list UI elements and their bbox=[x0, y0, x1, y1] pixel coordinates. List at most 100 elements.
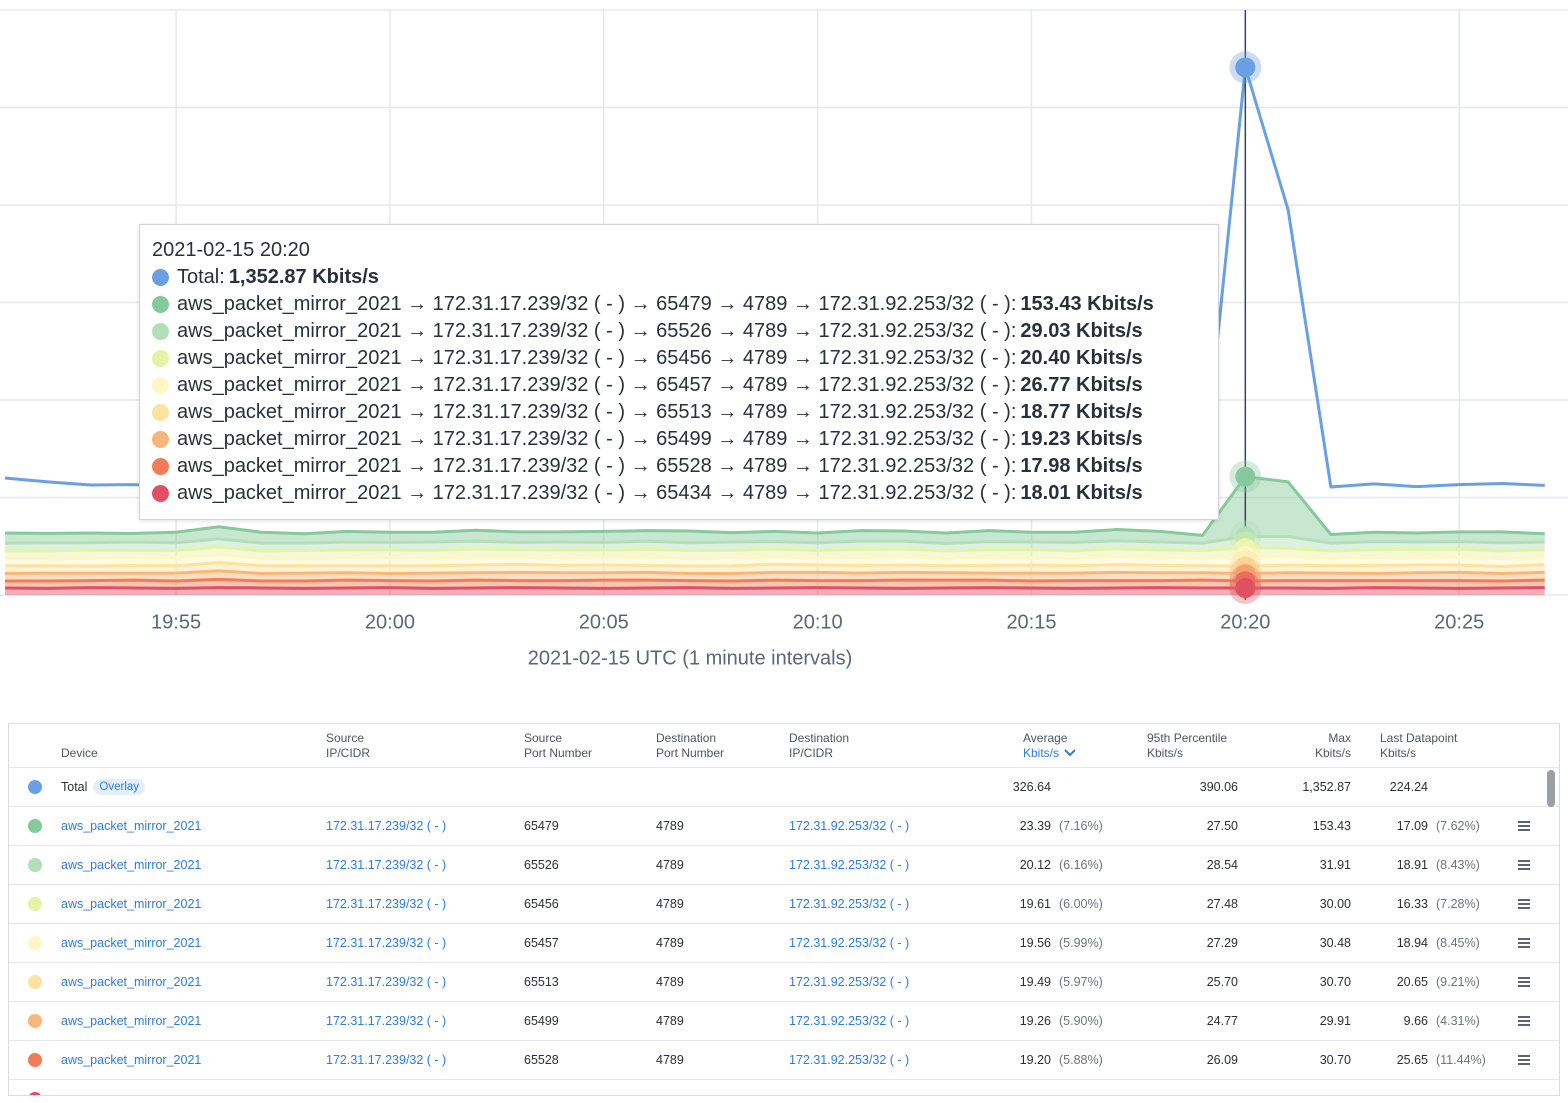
percent-cell: (8.43%) bbox=[1436, 858, 1480, 872]
table-cell[interactable]: 172.31.92.253/32 ( - ) bbox=[789, 936, 910, 950]
tooltip-label: aws_packet_mirror_2021 → 172.31.17.239/3… bbox=[177, 401, 1017, 423]
device-name[interactable]: aws_packet_mirror_2021 bbox=[61, 897, 202, 911]
column-header[interactable]: Source Port Number bbox=[524, 731, 592, 761]
column-header[interactable]: 95th Percentile Kbits/s bbox=[1147, 731, 1227, 761]
table-cell[interactable]: 172.31.92.253/32 ( - ) bbox=[789, 897, 910, 911]
tooltip-value: 1,352.87 Kbits/s bbox=[228, 266, 379, 288]
column-header[interactable]: Source IP/CIDR bbox=[326, 731, 370, 761]
table-cell: 4789 bbox=[656, 897, 684, 911]
legend-dot bbox=[152, 458, 169, 475]
scrollbar[interactable] bbox=[1547, 770, 1555, 807]
header-line: Source bbox=[524, 731, 563, 745]
row-menu[interactable] bbox=[1518, 1016, 1530, 1026]
table-cell: 30.70 bbox=[1319, 975, 1351, 989]
device-name[interactable]: aws_packet_mirror_2021 bbox=[61, 1053, 202, 1067]
series-line bbox=[4, 586, 1545, 590]
series-line bbox=[5, 561, 1545, 569]
row-menu[interactable] bbox=[1518, 899, 1530, 909]
menu-bar bbox=[1518, 1016, 1530, 1018]
legend-dot bbox=[152, 404, 169, 421]
series-line bbox=[5, 577, 1545, 583]
tooltip-row: aws_packet_mirror_2021 → 172.31.17.239/3… bbox=[152, 291, 1154, 318]
table-row bbox=[9, 1079, 1559, 1095]
series-line bbox=[4, 553, 1545, 561]
header-line: Destination bbox=[789, 731, 850, 745]
table-cell[interactable]: 172.31.17.239/32 ( - ) bbox=[326, 858, 447, 872]
table-cell[interactable]: 172.31.17.239/32 ( - ) bbox=[326, 936, 447, 950]
tooltip-value: 20.40 Kbits/s bbox=[1020, 347, 1143, 369]
table-cell[interactable]: 172.31.92.253/32 ( - ) bbox=[789, 858, 910, 872]
table-cell: 390.06 bbox=[1199, 780, 1238, 794]
table-cell: 18.94 bbox=[1396, 936, 1428, 950]
menu-bar bbox=[1518, 1063, 1530, 1065]
table-cell: 4789 bbox=[656, 858, 684, 872]
column-header[interactable]: Average Kbits/s bbox=[1023, 731, 1076, 761]
tooltip-row: aws_packet_mirror_2021 → 172.31.17.239/3… bbox=[152, 372, 1143, 399]
table-cell: 27.48 bbox=[1206, 897, 1238, 911]
percent-cell: (4.31%) bbox=[1436, 1014, 1480, 1028]
tooltip-value: 17.98 Kbits/s bbox=[1020, 455, 1143, 477]
row-menu[interactable] bbox=[1518, 977, 1530, 987]
device-name[interactable]: aws_packet_mirror_2021 bbox=[61, 936, 202, 950]
table-cell[interactable]: 172.31.17.239/32 ( - ) bbox=[326, 897, 447, 911]
row-menu[interactable] bbox=[1518, 821, 1530, 831]
row-menu[interactable] bbox=[1518, 938, 1530, 948]
header-line: Kbits/s bbox=[1147, 746, 1184, 760]
device-name[interactable]: aws_packet_mirror_2021 bbox=[61, 975, 202, 989]
column-header[interactable]: Max Kbits/s bbox=[1315, 731, 1351, 761]
row-menu[interactable] bbox=[1518, 860, 1530, 870]
x-tick-label: 20:00 bbox=[365, 611, 415, 633]
tooltip-label: Total: bbox=[177, 266, 225, 288]
column-header[interactable]: Destination Port Number bbox=[656, 731, 724, 761]
x-tick-label: 20:25 bbox=[1434, 611, 1484, 633]
column-header[interactable]: Last Datapoint Kbits/s bbox=[1380, 731, 1457, 761]
legend-dot bbox=[152, 485, 169, 502]
device-name[interactable]: aws_packet_mirror_2021 bbox=[61, 1014, 202, 1028]
device-name[interactable]: aws_packet_mirror_2021 bbox=[61, 858, 202, 872]
table-cell: 19.61 bbox=[1019, 897, 1051, 911]
table-row: aws_packet_mirror_2021 172.31.17.239/32 (… bbox=[9, 923, 1559, 962]
table-cell: 4789 bbox=[656, 819, 684, 833]
row-menu[interactable] bbox=[1518, 1055, 1530, 1065]
row-color-dot bbox=[28, 975, 42, 989]
table-cell: 20.12 bbox=[1019, 858, 1051, 872]
tooltip-row: Total: 1,352.87 Kbits/s bbox=[152, 264, 379, 291]
table-cell[interactable]: 172.31.17.239/32 ( - ) bbox=[326, 819, 447, 833]
percent-cell: (7.16%) bbox=[1059, 819, 1103, 833]
table-cell: 30.70 bbox=[1319, 1053, 1351, 1067]
legend-dot bbox=[152, 431, 169, 448]
table-cell[interactable]: 172.31.92.253/32 ( - ) bbox=[789, 1014, 910, 1028]
menu-bar bbox=[1518, 907, 1530, 909]
tooltip-label: aws_packet_mirror_2021 → 172.31.17.239/3… bbox=[177, 293, 1017, 315]
table-cell[interactable]: 172.31.92.253/32 ( - ) bbox=[789, 1053, 910, 1067]
percent-cell: (5.88%) bbox=[1059, 1053, 1103, 1067]
table-cell[interactable]: 172.31.17.239/32 ( - ) bbox=[326, 975, 447, 989]
legend-dot bbox=[152, 296, 169, 313]
table-cell: 1,352.87 bbox=[1302, 780, 1351, 794]
row-color-dot bbox=[28, 819, 42, 833]
device-name[interactable]: aws_packet_mirror_2021 bbox=[61, 819, 202, 833]
menu-bar bbox=[1518, 821, 1530, 823]
tooltip-label: aws_packet_mirror_2021 → 172.31.17.239/3… bbox=[177, 320, 1017, 342]
menu-bar bbox=[1518, 899, 1530, 901]
table-cell: 9.66 bbox=[1403, 1014, 1428, 1028]
table-cell[interactable]: 172.31.17.239/32 ( - ) bbox=[326, 1053, 447, 1067]
table-cell[interactable]: 172.31.92.253/32 ( - ) bbox=[789, 819, 910, 833]
table-cell[interactable]: 172.31.17.239/32 ( - ) bbox=[326, 1014, 447, 1028]
table-row: aws_packet_mirror_2021 172.31.17.239/32 (… bbox=[9, 1040, 1559, 1079]
menu-bar bbox=[1518, 829, 1530, 831]
table-cell: 19.26 bbox=[1019, 1014, 1051, 1028]
percent-cell: (8.45%) bbox=[1436, 936, 1480, 950]
stacked-area bbox=[5, 547, 1545, 559]
header-line: Last Datapoint bbox=[1380, 731, 1458, 745]
percent-cell: (6.00%) bbox=[1059, 897, 1103, 911]
header-line: Destination bbox=[656, 731, 717, 745]
column-header[interactable]: Destination IP/CIDR bbox=[789, 731, 849, 761]
tooltip-value: 18.01 Kbits/s bbox=[1020, 482, 1143, 504]
column-header[interactable]: Device bbox=[61, 746, 98, 761]
tooltip: 2021-02-15 20:20 Total: 1,352.87 Kbits/s aw… bbox=[139, 224, 1219, 520]
legend-dot bbox=[152, 269, 169, 286]
header-line: Source bbox=[326, 731, 365, 745]
table-cell[interactable]: 172.31.92.253/32 ( - ) bbox=[789, 975, 910, 989]
device-cell: aws_packet_mirror_2021 bbox=[61, 807, 201, 845]
